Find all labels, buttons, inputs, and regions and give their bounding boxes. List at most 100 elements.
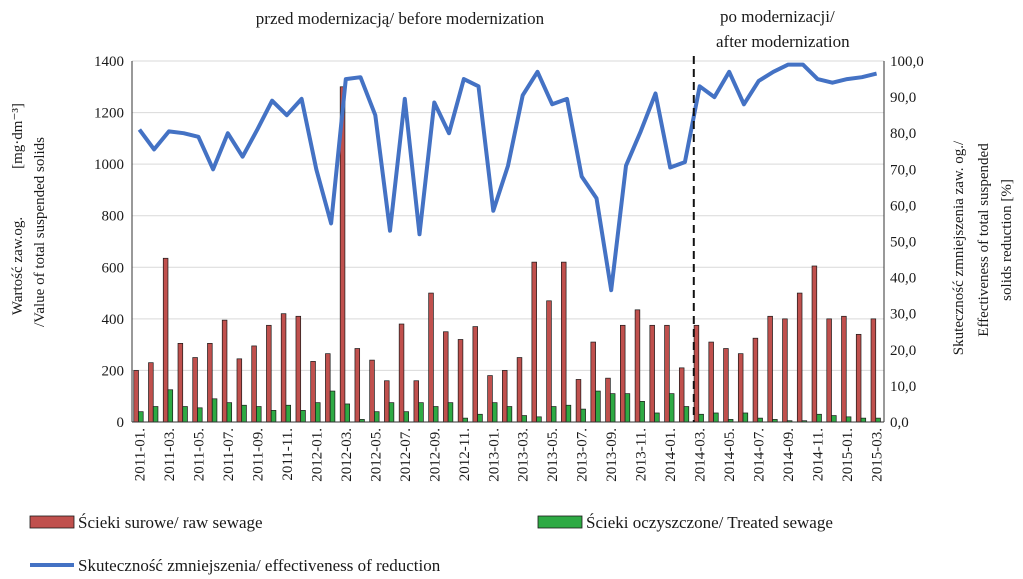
left-y-tick-label: 400 xyxy=(102,312,125,328)
bar-raw-sewage xyxy=(280,313,287,423)
bar-raw-sewage xyxy=(590,341,596,423)
bar-raw-sewage xyxy=(664,324,670,423)
bar-treated-sewage xyxy=(300,410,306,423)
x-tick-label: 2011-03. xyxy=(162,428,178,481)
bar-raw-sewage xyxy=(443,331,449,423)
bar-raw-sewage xyxy=(708,341,714,423)
right-y-tick-label: 60,0 xyxy=(890,198,916,214)
bar-treated-sewage xyxy=(742,412,749,423)
x-tick-labels: 2011-01. 2011-03. 2011-05. 2011-07. 2011-09.… xyxy=(132,428,885,482)
bar-raw-sewage xyxy=(133,370,139,423)
x-tick-label: 2014-03. xyxy=(693,428,709,482)
bar-raw-sewage xyxy=(236,358,243,423)
x-tick-label: 2013-01. xyxy=(486,428,502,482)
x-tick-label: 2013-07. xyxy=(575,428,591,482)
bar-raw-sewage xyxy=(148,362,154,423)
x-tick-label: 2011-05. xyxy=(191,428,207,481)
x-tick-label: 2012-05. xyxy=(368,428,384,482)
bar-treated-sewage xyxy=(698,413,704,423)
right-axis-title-line3: solids reduction [%] xyxy=(999,179,1015,301)
right-axis-title-line1: Skuteczność zmniejszenia zaw. og./ xyxy=(951,140,967,355)
bar-raw-sewage xyxy=(826,318,832,423)
x-tick-label: 2011-11. xyxy=(280,428,296,481)
bar-raw-sewage xyxy=(207,343,213,423)
bar-treated-sewage xyxy=(315,402,321,423)
bar-treated-sewage xyxy=(388,402,395,423)
x-tick-label: 2015-03. xyxy=(870,428,886,482)
bar-raw-sewage xyxy=(295,315,302,423)
right-y-tick-label: 80,0 xyxy=(890,126,916,142)
bar-raw-sewage xyxy=(325,353,331,423)
right-y-tick-label: 100,0 xyxy=(890,54,924,70)
left-axis-title-line2: /Value of total suspended solids xyxy=(32,137,48,327)
bar-treated-sewage xyxy=(609,393,616,423)
bar-raw-sewage xyxy=(605,377,611,423)
x-tick-label: 2013-09. xyxy=(604,428,620,482)
bar-treated-sewage xyxy=(875,417,881,423)
x-tick-label: 2011-07. xyxy=(221,428,237,481)
bar-raw-sewage xyxy=(177,343,184,423)
x-tick-label: 2014-05. xyxy=(722,428,738,482)
bar-treated-sewage xyxy=(211,398,218,423)
bar-raw-sewage xyxy=(752,337,759,423)
left-axis-title: Wartość zaw.og. [mg·dm⁻³] xyxy=(10,103,26,315)
bar-treated-sewage xyxy=(403,411,409,423)
left-y-tick-label: 1200 xyxy=(94,106,124,122)
right-y-tick-label: 20,0 xyxy=(890,343,916,359)
bar-treated-sewage xyxy=(845,416,852,423)
effectiveness-line xyxy=(137,62,878,293)
bar-raw-sewage xyxy=(487,375,493,423)
bar-raw-sewage xyxy=(502,370,508,423)
bar-raw-sewage xyxy=(782,318,788,423)
legend: Ścieki surowe/ raw sewage Ścieki oczyszc… xyxy=(29,513,833,575)
bar-treated-sewage xyxy=(624,393,631,423)
bar-treated-sewage xyxy=(241,404,247,423)
bar-raw-sewage xyxy=(767,315,773,423)
bar-treated-sewage xyxy=(285,404,292,423)
right-y-tick-label: 10,0 xyxy=(890,379,916,395)
bars xyxy=(133,86,881,423)
bar-treated-sewage xyxy=(551,406,557,423)
x-tick-label: 2012-01. xyxy=(309,428,325,482)
bar-raw-sewage xyxy=(457,339,464,423)
x-tick-label: 2014-07. xyxy=(752,428,768,482)
bar-treated-sewage xyxy=(580,408,586,423)
right-y-tick-label: 30,0 xyxy=(890,307,916,323)
bar-treated-sewage xyxy=(831,415,837,423)
right-y-tick-labels: 0,0 10,0 20,0 30,0 40,0 50,0 60,0 70,0 80,0 90,0 1… xyxy=(890,54,924,431)
x-tick-label: 2015-01. xyxy=(840,428,856,482)
bar-raw-sewage xyxy=(546,300,552,423)
legend-label-effectiveness: Skuteczność zmniejszenia/ effectiveness … xyxy=(78,556,441,575)
bar-raw-sewage xyxy=(561,261,567,423)
bar-raw-sewage xyxy=(472,326,478,423)
bar-raw-sewage xyxy=(251,345,257,423)
bar-raw-sewage xyxy=(192,357,198,423)
bar-treated-sewage xyxy=(860,417,867,423)
bar-raw-sewage xyxy=(737,353,744,423)
x-tick-label: 2012-03. xyxy=(339,428,355,482)
bar-raw-sewage xyxy=(384,380,390,423)
x-tick-label: 2013-05. xyxy=(545,428,561,482)
legend-swatch-treated xyxy=(537,515,583,529)
bar-treated-sewage xyxy=(462,417,468,423)
bar-treated-sewage xyxy=(226,402,233,423)
effectiveness-polyline xyxy=(137,62,878,293)
bar-treated-sewage xyxy=(167,389,174,423)
right-axis-title-line2: Effectiveness of total suspended xyxy=(976,143,992,337)
bar-treated-sewage xyxy=(182,406,188,423)
left-y-tick-label: 1400 xyxy=(94,54,124,70)
bar-raw-sewage xyxy=(796,292,803,423)
right-y-tick-label: 40,0 xyxy=(890,271,916,287)
bar-raw-sewage xyxy=(870,318,877,423)
legend-label-raw: Ścieki surowe/ raw sewage xyxy=(78,513,263,532)
x-tick-label: 2013-03. xyxy=(516,428,532,482)
left-axis-title-line1: Wartość zaw.og. xyxy=(10,217,26,315)
right-y-tick-label: 0,0 xyxy=(890,415,909,431)
bar-treated-sewage xyxy=(536,416,542,423)
right-y-tick-label: 90,0 xyxy=(890,90,916,106)
bar-raw-sewage xyxy=(649,324,655,423)
bar-treated-sewage xyxy=(270,410,277,423)
bar-raw-sewage xyxy=(354,348,361,423)
bar-treated-sewage xyxy=(256,406,262,423)
bar-raw-sewage xyxy=(266,324,272,423)
